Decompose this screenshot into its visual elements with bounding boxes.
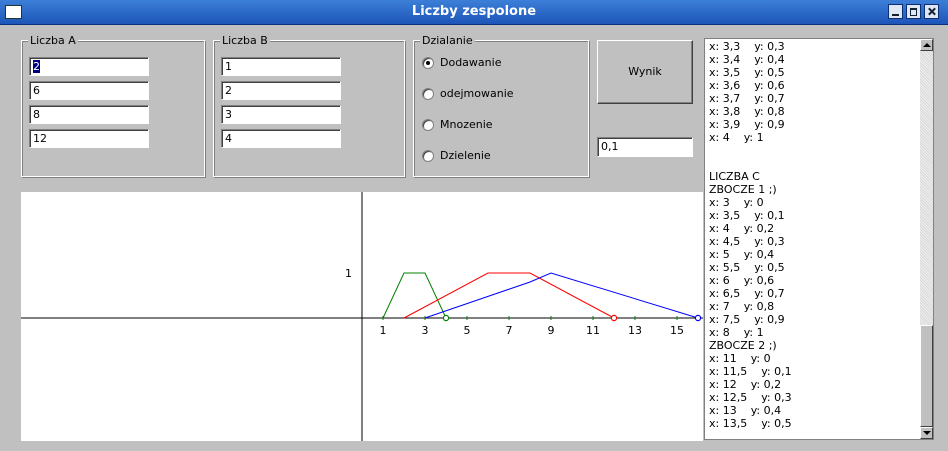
group-dzialanie-label: Dzialanie bbox=[420, 34, 475, 47]
x-tick-label: 5 bbox=[464, 324, 471, 337]
output-line: x: 3,5 y: 0,5 bbox=[709, 66, 785, 79]
output-line: x: 12,5 y: 0,3 bbox=[709, 391, 792, 404]
output-line: LICZBA C bbox=[709, 170, 760, 183]
minimize-button[interactable] bbox=[888, 4, 903, 19]
liczba-a-field-3[interactable]: 8 bbox=[29, 105, 149, 124]
group-liczba-b-label: Liczba B bbox=[220, 34, 270, 47]
window-title: Liczby zespolone bbox=[411, 4, 537, 19]
output-line: x: 3 y: 0 bbox=[709, 196, 764, 209]
maximize-button[interactable] bbox=[906, 4, 921, 19]
radio-mnozenie-indicator[interactable] bbox=[422, 119, 434, 131]
series-line bbox=[403, 272, 615, 319]
wynik-button[interactable]: Wynik bbox=[597, 40, 693, 104]
radio-dzielenie-indicator[interactable] bbox=[422, 150, 434, 162]
scroll-up-arrow-icon[interactable] bbox=[920, 39, 933, 51]
step-field[interactable]: 0,1 bbox=[597, 137, 693, 157]
output-lines: x: 3,3 y: 0,3 x: 3,4 y: 0,4 x: 3,5 y: 0,5 x… bbox=[709, 40, 914, 430]
scroll-thumb[interactable] bbox=[920, 325, 933, 427]
close-button[interactable] bbox=[924, 4, 939, 19]
series-end-marker bbox=[442, 314, 450, 322]
series-line bbox=[424, 272, 699, 319]
output-line: x: 3,7 y: 0,7 bbox=[709, 92, 785, 105]
output-line: x: 7,5 y: 0,9 bbox=[709, 313, 785, 326]
liczba-a-field-4[interactable]: 12 bbox=[29, 129, 149, 148]
x-tick-label: 1 bbox=[380, 324, 387, 337]
radio-dodawanie-label: Dodawanie bbox=[440, 56, 502, 69]
group-liczba-a: Liczba A bbox=[21, 34, 205, 177]
output-line: x: 6 y: 0,6 bbox=[709, 274, 775, 287]
output-line: x: 4 y: 0,2 bbox=[709, 222, 775, 235]
output-line bbox=[709, 144, 914, 157]
group-dzialanie: Dzialanie bbox=[413, 34, 589, 177]
output-line: x: 3,9 y: 0,9 bbox=[709, 118, 785, 131]
graph-canvas: 1 1 3 5 7 9 11 13 15 bbox=[21, 192, 703, 441]
x-tick-label: 13 bbox=[628, 324, 642, 337]
liczba-a-field-1[interactable]: 2 bbox=[29, 57, 149, 76]
output-line: x: 5 y: 0,4 bbox=[709, 248, 775, 261]
output-line bbox=[709, 157, 914, 170]
output-line: x: 3,6 y: 0,6 bbox=[709, 79, 785, 92]
output-scrollbar[interactable] bbox=[920, 39, 933, 439]
output-line: x: 6,5 y: 0,7 bbox=[709, 287, 785, 300]
radio-mnozenie-label: Mnozenie bbox=[440, 118, 493, 131]
output-line: ZBOCZE 2 ;) bbox=[709, 339, 777, 352]
output-line: x: 4 y: 1 bbox=[709, 131, 764, 144]
output-line: x: 7 y: 0,8 bbox=[709, 300, 775, 313]
x-tick-label: 9 bbox=[548, 324, 555, 337]
x-tick-label: 3 bbox=[422, 324, 429, 337]
output-line: x: 12 y: 0,2 bbox=[709, 378, 782, 391]
radio-odejmowanie-indicator[interactable] bbox=[422, 88, 434, 100]
radio-dodawanie-indicator[interactable] bbox=[422, 57, 434, 69]
output-line: x: 5,5 y: 0,5 bbox=[709, 261, 785, 274]
liczba-b-field-2[interactable]: 2 bbox=[221, 81, 341, 100]
output-line: x: 13,5 y: 0,5 bbox=[709, 417, 792, 430]
output-line: x: 3,5 y: 0,1 bbox=[709, 209, 785, 222]
y-tick-label: 1 bbox=[345, 267, 352, 280]
output-line: x: 11 y: 0 bbox=[709, 352, 771, 365]
output-line: x: 3,8 y: 0,8 bbox=[709, 105, 785, 118]
title-bar: Liczby zespolone bbox=[0, 0, 948, 25]
liczba-b-field-3[interactable]: 3 bbox=[221, 105, 341, 124]
output-line: x: 3,4 y: 0,4 bbox=[709, 53, 785, 66]
app-window-icon[interactable] bbox=[5, 5, 22, 19]
liczba-b-field-1[interactable]: 1 bbox=[221, 57, 341, 76]
x-tick-label: 15 bbox=[670, 324, 684, 337]
scroll-down-arrow-icon[interactable] bbox=[920, 427, 933, 439]
graph-plot: 11 3 5 7 9 11 13 15 bbox=[21, 192, 703, 441]
group-liczba-a-label: Liczba A bbox=[28, 34, 78, 47]
radio-dzielenie-label: Dzielenie bbox=[440, 149, 491, 162]
output-line: x: 8 y: 1 bbox=[709, 326, 764, 339]
series-line bbox=[382, 272, 447, 319]
x-tick-label: 7 bbox=[506, 324, 513, 337]
liczba-a-field-2[interactable]: 6 bbox=[29, 81, 149, 100]
series-end-marker bbox=[610, 314, 618, 322]
output-line: x: 11,5 y: 0,1 bbox=[709, 365, 792, 378]
output-line: x: 4,5 y: 0,3 bbox=[709, 235, 785, 248]
output-line: ZBOCZE 1 ;) bbox=[709, 183, 777, 196]
output-listbox[interactable]: x: 3,3 y: 0,3 x: 3,4 y: 0,4 x: 3,5 y: 0,5 x… bbox=[704, 38, 934, 440]
radio-odejmowanie-label: odejmowanie bbox=[440, 87, 514, 100]
liczba-b-field-4[interactable]: 4 bbox=[221, 129, 341, 148]
output-line: x: 13 y: 0,4 bbox=[709, 404, 782, 417]
group-liczba-b: Liczba B bbox=[213, 34, 405, 177]
output-line: x: 3,3 y: 0,3 bbox=[709, 40, 785, 53]
series-end-marker bbox=[694, 314, 702, 322]
x-tick-label: 11 bbox=[586, 324, 600, 337]
